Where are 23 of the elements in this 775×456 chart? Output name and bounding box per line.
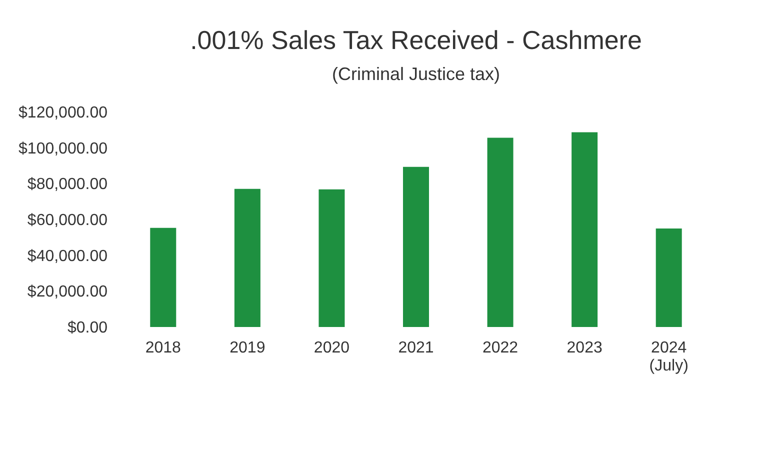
- bar: [403, 166, 429, 327]
- bar: [318, 189, 345, 327]
- x-tick-label: 2020: [314, 340, 350, 356]
- y-tick-label: $0.00: [67, 320, 108, 336]
- y-tick-label: $100,000.00: [18, 140, 108, 158]
- chart-title: .001% Sales Tax Received - Cashmere: [190, 25, 642, 55]
- bar: [150, 228, 176, 327]
- bar: [656, 228, 682, 327]
- x-tick-label: 2023: [566, 340, 602, 356]
- y-tick-label: $60,000.00: [27, 212, 108, 229]
- y-tick-label: $120,000.00: [18, 104, 108, 122]
- y-tick-label: $40,000.00: [27, 248, 108, 265]
- bar: [572, 132, 598, 327]
- chart-subtitle: (Criminal Justice tax): [332, 64, 500, 84]
- x-tick-label: 2021: [398, 340, 434, 356]
- bar: [234, 188, 260, 327]
- bar: [487, 138, 514, 327]
- x-tick-label: 2019: [230, 340, 266, 356]
- x-tick-label: 2022: [482, 340, 518, 356]
- y-tick-label: $20,000.00: [27, 284, 108, 301]
- y-tick-label: $80,000.00: [27, 176, 108, 194]
- x-tick-label: 2024 (July): [649, 340, 688, 374]
- x-tick-label: 2018: [145, 340, 182, 356]
